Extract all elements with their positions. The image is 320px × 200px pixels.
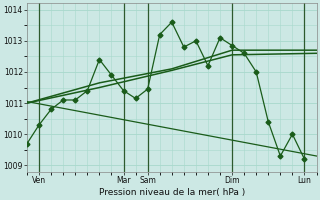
X-axis label: Pression niveau de la mer( hPa ): Pression niveau de la mer( hPa ): [99, 188, 245, 197]
